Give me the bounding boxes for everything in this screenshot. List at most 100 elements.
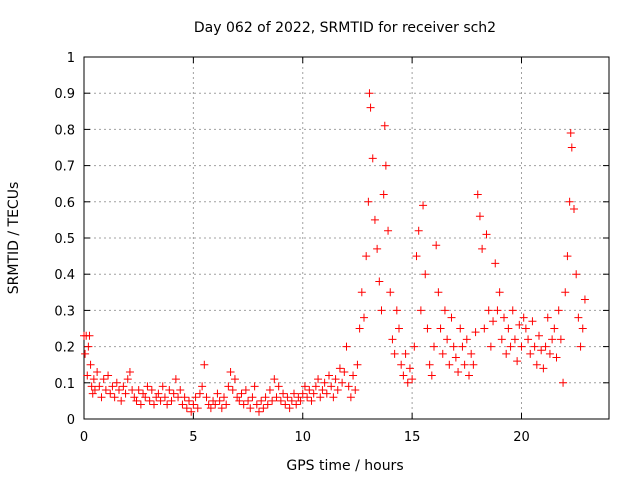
data-point [471,328,480,337]
data-point [458,342,467,351]
data-point [545,349,554,358]
data-point [465,371,473,380]
data-point [112,378,121,387]
data-point [270,375,279,384]
data-point [178,400,187,409]
data-point [508,306,517,315]
data-point [228,386,237,395]
data-point [434,288,443,297]
data-point [123,375,132,384]
data-point [195,389,204,398]
data-point [578,324,587,333]
data-point [292,400,301,409]
data-point [460,360,469,369]
data-point [294,393,303,402]
data-point [169,389,178,398]
y-tick-label: 0.2 [54,341,75,356]
data-point [565,197,574,206]
data-point [85,331,94,340]
y-tick-label: 0.5 [54,232,75,247]
y-tick-label: 0.4 [54,268,75,283]
data-point [141,393,150,402]
data-point [379,190,388,199]
data-point [386,288,395,297]
x-tick-label: 15 [404,430,421,445]
data-point [117,396,126,405]
data-point [125,367,134,376]
data-point [309,389,318,398]
data-point [296,396,305,405]
data-point [537,346,546,355]
data-point [279,389,288,398]
data-point [421,270,430,279]
data-point [202,393,211,402]
data-point [469,360,478,369]
data-point [425,360,434,369]
data-point [539,364,548,373]
data-point [403,378,412,387]
data-point [88,389,97,398]
y-tick-label: 0.8 [54,123,75,138]
data-point [364,197,373,206]
data-point [338,378,347,387]
data-point [333,386,342,395]
data-point [189,400,198,409]
data-point [246,404,255,413]
grid [84,57,609,419]
data-point [377,306,386,315]
data-point [504,324,513,333]
data-point [530,342,539,351]
data-point [235,396,244,405]
data-point [233,393,242,402]
data-point [119,382,128,391]
data-point [362,252,371,261]
data-point [482,230,491,239]
data-point [290,389,298,398]
data-point [261,393,270,402]
data-point [132,396,141,405]
data-point [176,386,185,395]
x-tick-label: 5 [189,430,197,445]
data-point [480,324,489,333]
data-point [244,396,253,405]
data-point [416,306,425,315]
data-point [570,205,578,214]
data-point [467,349,476,358]
data-point [285,404,294,413]
data-point [473,190,482,199]
data-point [451,353,460,362]
data-point [185,396,193,405]
data-point [130,393,139,402]
x-tick-label: 20 [513,430,530,445]
data-point [526,349,535,358]
data-point [241,386,250,395]
data-point [495,288,504,297]
data-point [440,306,449,315]
data-point [154,389,163,398]
data-point [147,386,156,395]
data-point [163,400,172,409]
data-point [419,201,428,210]
data-point [541,342,550,351]
data-point [106,389,115,398]
data-point [346,393,355,402]
data-point [217,404,226,413]
chart-title: Day 062 of 2022, SRMTID for receiver sch… [194,20,496,36]
data-point [390,349,399,358]
data-point [360,313,368,322]
data-point [543,313,552,322]
data-point [272,393,281,402]
data-point [491,259,500,268]
data-point [265,386,274,395]
data-point [136,400,145,409]
data-point [283,393,292,402]
data-point [84,342,93,351]
data-point [493,306,502,315]
data-point [427,371,436,380]
data-point [250,382,259,391]
data-point [438,349,447,358]
data-point [340,367,349,376]
data-point [311,382,320,391]
data-point [329,393,338,402]
data-point [303,393,312,402]
